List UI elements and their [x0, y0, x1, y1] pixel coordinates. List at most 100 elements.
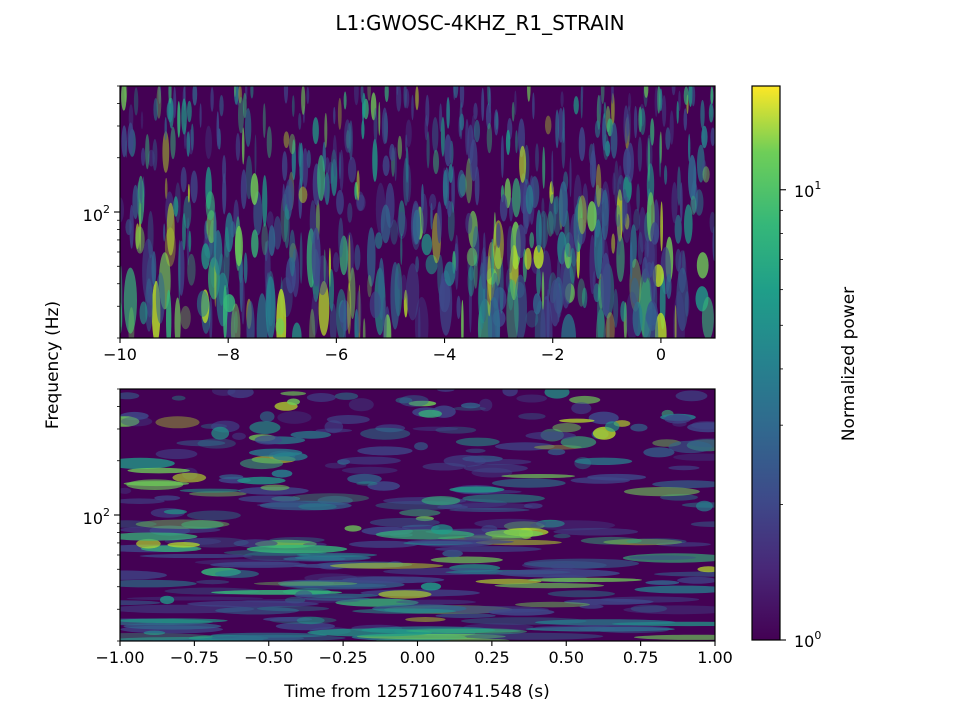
- top-spectrogram-streak: [155, 272, 165, 324]
- colorbar-tick-label: 101: [794, 179, 821, 201]
- top-spectrogram-streak: [192, 86, 198, 106]
- bottom-spectrogram-blob: [630, 604, 668, 613]
- top-spectrogram-streak: [389, 143, 395, 162]
- top-spectrogram-streak: [343, 297, 347, 338]
- bottom-spectrogram-blob: [357, 446, 413, 456]
- top-spectrogram-streak: [569, 157, 572, 198]
- bottom-spectrogram-blob: [378, 590, 432, 599]
- bottom-spectrogram-blob: [120, 520, 157, 528]
- top-spectrogram-streak: [291, 139, 296, 181]
- bottom-spectrogram-blob: [348, 398, 374, 412]
- top-spectrogram-streak: [298, 113, 302, 130]
- bottom-spectrogram-blob: [395, 397, 413, 404]
- top-spectrogram-streak: [354, 309, 359, 338]
- bottom-spectrogram-blob: [295, 590, 313, 599]
- top-spectrogram-streak: [261, 223, 269, 256]
- top-spectrogram-streak: [382, 297, 387, 338]
- top-spectrogram-streak: [639, 108, 646, 135]
- top-spectrogram-streak: [312, 117, 319, 145]
- top-spectrogram-streak: [541, 271, 545, 310]
- top-spectrogram-streak: [370, 92, 377, 121]
- top-spectrogram-streak: [331, 158, 338, 196]
- top-spectrogram-streak: [525, 310, 539, 328]
- top-spectrogram-streak: [533, 293, 542, 315]
- bottom-spectrogram-blob: [407, 539, 514, 545]
- top-spectrogram-streak: [494, 109, 499, 136]
- bottom-spectrogram-blob: [277, 411, 312, 424]
- top-spectrogram-streak: [457, 169, 466, 198]
- bottom-spectrogram-blob: [123, 481, 190, 487]
- bottom-spectrogram-blob: [579, 604, 604, 609]
- top-spectrogram-streak: [374, 232, 383, 249]
- top-spectrogram-streak: [548, 194, 557, 235]
- top-spectrogram-streak: [589, 150, 597, 188]
- bottom-spectrogram-blob: [260, 484, 290, 491]
- top-spectrogram-streak: [679, 182, 683, 223]
- bottom-spectrogram-blob: [594, 626, 670, 634]
- top-spectrogram-streak: [637, 136, 643, 172]
- top-spectrogram-streak: [671, 86, 676, 96]
- bottom-spectrogram-blob: [553, 533, 571, 539]
- top-spectrogram-streak: [246, 301, 255, 338]
- top-spectrogram-streak: [151, 251, 157, 285]
- bottom-spectrogram-blob: [307, 628, 433, 637]
- top-spectrogram-streak: [581, 86, 584, 103]
- top-spectrogram-streak: [164, 117, 167, 141]
- top-spectrogram-streak: [354, 244, 361, 271]
- bottom-spectrogram-blob: [668, 465, 700, 471]
- bottom-spectrogram-blob: [588, 411, 619, 425]
- bottom-spectrogram-blob: [530, 520, 616, 531]
- top-spectrogram-streak: [396, 211, 407, 239]
- top-spectrogram-streak: [129, 204, 134, 249]
- top-spectrogram-streak: [676, 267, 689, 331]
- top-spectrogram-streak: [238, 96, 244, 134]
- top-y-tick-label: 102: [83, 203, 110, 225]
- bottom-spectrogram-blob: [215, 606, 299, 615]
- top-spectrogram-streak: [262, 175, 268, 227]
- bottom-spectrogram-blob: [569, 395, 601, 404]
- bottom-spectrogram-blob: [290, 430, 332, 439]
- top-spectrogram-streak: [536, 265, 541, 296]
- bottom-spectrogram-blob: [239, 457, 284, 470]
- top-spectrogram-streak: [647, 137, 651, 182]
- bottom-spectrogram-blob: [518, 413, 546, 420]
- top-spectrogram-streak: [466, 247, 478, 267]
- top-spectrogram-streak: [644, 86, 649, 98]
- top-spectrogram-streak: [536, 209, 542, 253]
- bottom-spectrogram-blob: [547, 590, 615, 598]
- bottom-spectrogram-blob: [120, 416, 140, 427]
- bottom-spectrogram-blob: [654, 571, 715, 577]
- top-spectrogram-streak: [347, 202, 353, 223]
- bottom-spectrogram-blob: [479, 398, 493, 412]
- bottom-spectrogram-blob: [306, 393, 336, 402]
- top-spectrogram-streak: [343, 91, 347, 110]
- top-spectrogram-streak: [514, 90, 517, 116]
- top-spectrogram-streak: [390, 219, 398, 245]
- top-spectrogram-streak: [158, 86, 162, 104]
- top-spectrogram-streak: [500, 135, 504, 179]
- bottom-spectrogram-blob: [212, 389, 236, 396]
- top-spectrogram-streak: [266, 271, 275, 327]
- top-spectrogram-streak: [187, 253, 196, 286]
- top-spectrogram-streak: [123, 267, 137, 334]
- top-spectrogram-streak: [354, 86, 359, 106]
- top-spectrogram-streak: [369, 291, 381, 319]
- bottom-spectrogram-blob: [574, 457, 592, 470]
- bottom-spectrogram-blob: [280, 391, 307, 396]
- top-spectrogram-streak: [474, 119, 480, 143]
- bottom-spectrogram-blob: [408, 400, 437, 407]
- top-spectrogram-streak: [411, 94, 414, 121]
- top-spectrogram-streak: [505, 129, 511, 156]
- top-spectrogram-streak: [382, 155, 390, 176]
- top-spectrogram-streak: [649, 261, 656, 302]
- bottom-panel: −1.00 −0.75 −0.50 −0.25 0.00 0.25 0.50 0.75 1.00…: [83, 388, 733, 667]
- top-spectrogram-streak: [201, 243, 210, 270]
- top-spectrogram-streak: [362, 318, 366, 338]
- top-spectrogram-streak: [268, 225, 276, 257]
- top-spectrogram-streak: [459, 101, 463, 140]
- top-spectrogram-streak: [230, 221, 236, 238]
- top-spectrogram-streak: [250, 86, 254, 99]
- top-spectrogram-streak: [298, 186, 308, 204]
- top-spectrogram-streak: [378, 101, 381, 136]
- top-spectrogram-streak: [708, 103, 714, 123]
